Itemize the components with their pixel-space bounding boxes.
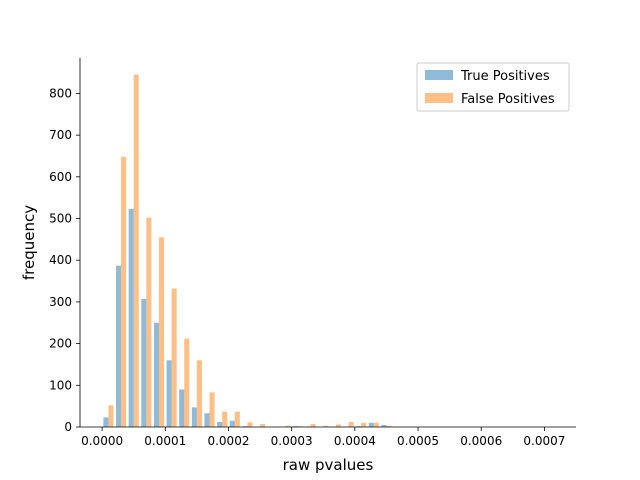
bar-false-positives: [285, 425, 291, 427]
bar-false-positives: [247, 422, 253, 427]
bar-false-positives: [222, 411, 228, 427]
bar-false-positives: [335, 424, 341, 427]
bar-true-positives: [141, 299, 147, 427]
x-tick-label: 0.0003: [271, 434, 313, 448]
y-tick-label: 200: [49, 337, 72, 351]
legend-box: [416, 62, 570, 112]
bar-true-positives: [128, 208, 134, 427]
x-tick-label: 0.0000: [81, 434, 123, 448]
bar-false-positives: [121, 156, 127, 427]
x-tick-label: 0.0005: [397, 434, 439, 448]
bar-true-positives: [103, 417, 109, 427]
y-tick-label: 800: [49, 86, 72, 100]
bar-false-positives: [386, 425, 392, 427]
bar-false-positives: [171, 288, 177, 427]
x-tick-label: 0.0007: [523, 434, 565, 448]
bar-true-positives: [179, 389, 185, 427]
legend-label: True Positives: [460, 69, 550, 84]
y-tick-label: 700: [49, 128, 72, 142]
y-tick-label: 500: [49, 212, 72, 226]
legend-swatch: [425, 93, 453, 103]
bar-false-positives: [146, 217, 152, 427]
bars-layer: [103, 74, 392, 428]
bar-false-positives: [361, 422, 367, 427]
bar-false-positives: [310, 424, 316, 427]
bar-true-positives: [292, 426, 298, 427]
bar-false-positives: [323, 425, 329, 427]
y-tick-label: 600: [49, 170, 72, 184]
x-axis-label: raw pvalues: [283, 456, 374, 474]
bar-false-positives: [209, 392, 215, 427]
legend-label: False Positives: [461, 92, 555, 107]
bar-true-positives: [204, 413, 210, 427]
bar-false-positives: [184, 338, 190, 427]
x-tick-label: 0.0001: [144, 434, 186, 448]
bar-true-positives: [381, 424, 387, 427]
bar-true-positives: [217, 422, 223, 427]
x-tick-label: 0.0006: [460, 434, 502, 448]
bar-true-positives: [116, 265, 122, 427]
y-ticks: 0 100 200 300 400 500 600 700 800: [49, 86, 80, 434]
x-tick-label: 0.0002: [207, 434, 249, 448]
bar-false-positives: [348, 422, 354, 427]
y-tick-label: 400: [49, 253, 72, 267]
legend: True Positives False Positives: [416, 62, 570, 112]
bar-false-positives: [196, 360, 202, 427]
bar-false-positives: [297, 426, 304, 427]
bar-true-positives: [153, 322, 159, 427]
bar-false-positives: [234, 411, 240, 427]
bar-true-positives: [229, 420, 235, 427]
bar-false-positives: [260, 424, 266, 427]
bar-true-positives: [166, 360, 172, 427]
bar-true-positives: [242, 426, 248, 427]
axes-layer: [79, 58, 576, 428]
y-tick-label: 300: [49, 295, 72, 309]
bar-false-positives: [158, 237, 165, 427]
bar-true-positives: [368, 422, 374, 427]
y-axis-label: frequency: [20, 205, 38, 280]
legend-swatch: [425, 70, 453, 80]
bar-false-positives: [373, 422, 379, 427]
x-tick-label: 0.0004: [334, 434, 376, 448]
y-tick-label: 0: [64, 420, 72, 434]
bar-true-positives: [191, 407, 197, 427]
x-ticks: 0.0000 0.0001 0.0002 0.0003 0.0004 0.0005 0.00…: [81, 427, 565, 448]
bar-false-positives: [133, 74, 139, 428]
y-tick-label: 100: [49, 378, 72, 392]
bar-true-positives: [356, 426, 362, 427]
bar-false-positives: [108, 405, 114, 427]
